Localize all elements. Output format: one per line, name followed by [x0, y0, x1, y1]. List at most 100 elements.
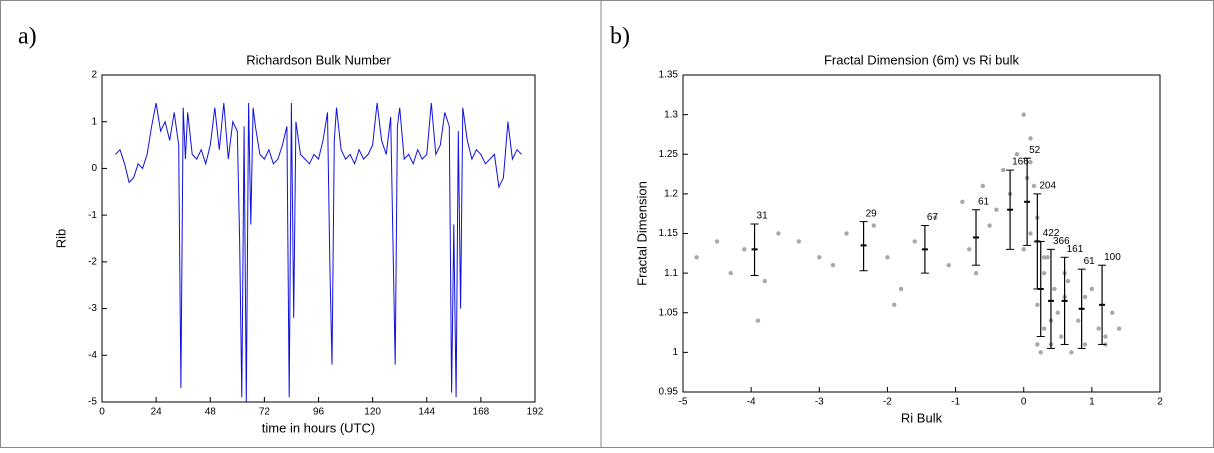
- y-tick-label: 1: [672, 347, 678, 358]
- scatter-point: [1096, 326, 1101, 331]
- scatter-point: [1065, 278, 1071, 284]
- x-tick-label: -2: [883, 397, 892, 408]
- scatter-point: [967, 247, 972, 252]
- y-tick-label: -2: [88, 256, 97, 267]
- scatter-point: [1041, 270, 1047, 276]
- count-label: 61: [978, 196, 990, 207]
- x-tick-label: 24: [151, 407, 163, 418]
- x-tick-label: -5: [679, 397, 688, 408]
- y-tick-label: 1.35: [659, 70, 679, 81]
- scatter-point: [1103, 334, 1108, 339]
- plot-box: [101, 74, 536, 403]
- y-tick-label: 1.25: [659, 149, 679, 160]
- count-label: 366: [1053, 236, 1070, 247]
- scatter-point: [694, 255, 699, 260]
- scatter-point: [994, 207, 999, 212]
- scatter-point: [1041, 326, 1047, 331]
- x-tick-label: -4: [747, 397, 756, 408]
- scatter-point: [728, 270, 733, 276]
- scatter-point: [1110, 310, 1115, 315]
- plot-box: [682, 74, 1161, 393]
- scatter-point: [987, 223, 992, 228]
- scatter-point: [885, 255, 890, 260]
- y-tick-label: 2: [91, 70, 97, 81]
- scatter-point: [1058, 334, 1064, 339]
- panel-label: b): [610, 24, 630, 50]
- scatter-point: [1038, 350, 1043, 355]
- x-tick-label: 0: [99, 407, 105, 418]
- scatter-point: [830, 263, 836, 268]
- x-tick-label: 120: [364, 407, 381, 418]
- x-tick-label: 2: [1157, 397, 1163, 408]
- scatter-point: [1021, 247, 1026, 252]
- scatter-point: [1035, 342, 1040, 347]
- scatter-point: [1031, 183, 1037, 189]
- x-tick-label: 0: [1021, 397, 1027, 408]
- y-tick-label: 0.95: [659, 387, 679, 398]
- chart-title: Richardson Bulk Number: [246, 52, 391, 67]
- x-tick-label: 1: [1089, 397, 1095, 408]
- x-axis-label: Ri Bulk: [901, 410, 943, 425]
- y-tick-label: 1.15: [659, 228, 679, 239]
- count-label: 166: [1012, 157, 1029, 168]
- x-tick-label: 168: [473, 407, 490, 418]
- y-tick-label: 1.3: [664, 109, 678, 120]
- scatter-point: [796, 239, 802, 244]
- scatter-point: [755, 318, 761, 323]
- panel-label: a): [18, 24, 37, 50]
- scatter-point: [1082, 342, 1088, 347]
- count-label: 100: [1104, 252, 1121, 263]
- count-label: 161: [1067, 244, 1084, 255]
- count-label: 29: [866, 208, 878, 219]
- scatter-point: [1116, 326, 1122, 331]
- scatter-point: [946, 263, 951, 268]
- scatter-point: [1035, 302, 1040, 308]
- scatter-point: [912, 239, 917, 244]
- count-label: 52: [1029, 145, 1041, 156]
- scatter-point: [1041, 255, 1047, 260]
- x-tick-label: 48: [205, 407, 217, 418]
- x-tick-label: -1: [951, 397, 960, 408]
- count-label: 422: [1043, 228, 1060, 239]
- scatter-point: [1076, 318, 1081, 323]
- y-tick-label: -3: [88, 303, 97, 314]
- y-tick-label: -5: [88, 397, 97, 408]
- scatter-point: [1082, 294, 1088, 300]
- x-tick-label: 144: [418, 407, 435, 418]
- scatter-point: [1052, 286, 1057, 292]
- scatter-point: [1055, 310, 1060, 315]
- x-tick-label: 96: [313, 407, 325, 418]
- y-tick-label: 1: [91, 116, 97, 127]
- y-tick-label: 1.1: [664, 268, 678, 279]
- scatter-point: [898, 286, 904, 292]
- scatter-point: [1021, 112, 1026, 117]
- chart-title: Fractal Dimension (6m) vs Ri bulk: [824, 52, 1020, 67]
- scatter-point: [844, 231, 849, 236]
- y-tick-label: -1: [88, 210, 97, 221]
- count-label: 67: [927, 212, 939, 223]
- scatter-point: [1014, 152, 1020, 157]
- scatter-point: [892, 302, 897, 308]
- y-axis-label: Fractal Dimension: [634, 181, 649, 286]
- data-line: [115, 102, 522, 403]
- scatter-point: [1069, 350, 1074, 355]
- scatter-point: [776, 231, 781, 236]
- scatter-point: [1028, 231, 1033, 236]
- y-tick-label: 1.05: [659, 307, 679, 318]
- scatter-point: [1028, 159, 1033, 165]
- scatter-point: [714, 239, 720, 244]
- scatter-point: [1028, 136, 1033, 141]
- scatter-point: [1045, 255, 1050, 260]
- y-tick-label: 1.2: [664, 189, 678, 200]
- scatter-point: [932, 215, 938, 220]
- x-axis-label: time in hours (UTC): [262, 420, 375, 435]
- count-label: 204: [1039, 181, 1056, 192]
- scatter-point: [762, 278, 767, 284]
- scatter-point: [960, 199, 965, 204]
- count-label: 61: [1084, 256, 1096, 267]
- scatter-point: [973, 270, 979, 276]
- x-tick-label: 192: [527, 407, 544, 418]
- scatter-point: [980, 183, 986, 189]
- scatter-point: [871, 223, 876, 228]
